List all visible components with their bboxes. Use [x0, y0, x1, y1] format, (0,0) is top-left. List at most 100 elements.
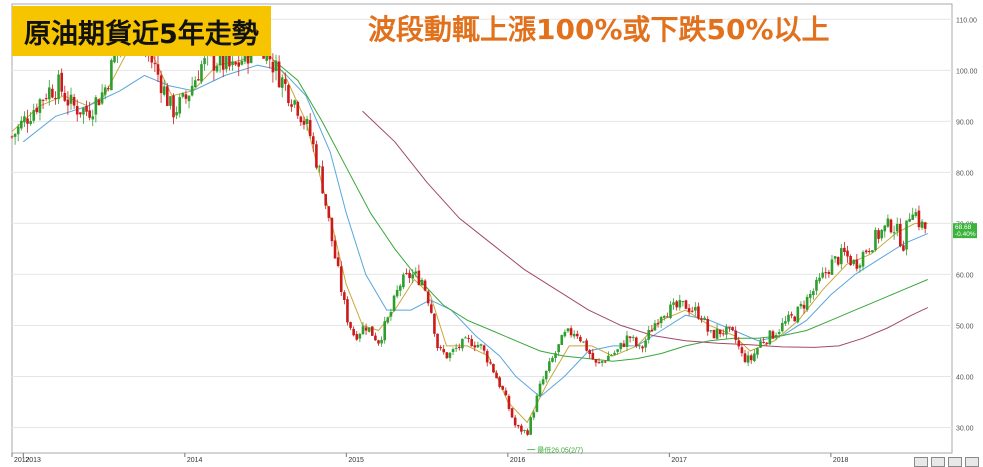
candle-body — [507, 396, 511, 409]
candle-body — [768, 330, 772, 345]
candle-body — [709, 330, 713, 332]
candle-body — [386, 317, 390, 323]
candle-body — [579, 336, 582, 342]
candle-body — [336, 257, 340, 266]
candle-body — [113, 54, 116, 63]
candle-body — [765, 342, 769, 344]
x-tick-label: 2016 — [510, 457, 526, 464]
candle-body — [762, 341, 765, 343]
candle-body — [833, 256, 837, 259]
candle-body — [433, 313, 436, 334]
candle-body — [641, 346, 644, 349]
candle-body — [858, 265, 862, 268]
candle-body — [784, 321, 787, 324]
candle-body — [548, 361, 551, 372]
candle-body — [725, 326, 728, 335]
candle-body — [734, 330, 737, 340]
y-tick-label: 30.00 — [956, 425, 974, 432]
candle-body — [193, 80, 197, 88]
candle-body — [23, 116, 26, 123]
candle-body — [448, 352, 452, 358]
candle-body — [672, 302, 675, 305]
candle-body — [706, 318, 710, 332]
candle-body — [749, 355, 753, 361]
candle-body — [405, 273, 408, 275]
candle-body — [97, 99, 101, 106]
candle-body — [796, 306, 800, 323]
candle-body — [756, 348, 759, 355]
candle-body — [495, 372, 498, 379]
candle-body — [588, 350, 592, 354]
candle-body — [824, 272, 828, 274]
candle-body — [808, 293, 812, 298]
candle-body — [647, 329, 651, 340]
candle-body — [774, 335, 778, 338]
candle-body — [504, 390, 508, 396]
candle-body — [333, 240, 337, 259]
candle-body — [895, 223, 899, 232]
x-tick-label: 2018 — [833, 457, 849, 464]
x-tick-label: 2014 — [187, 457, 203, 464]
candle-body — [20, 120, 23, 129]
candle-body — [57, 74, 60, 100]
candle-body — [846, 250, 849, 257]
candle-body — [690, 310, 694, 312]
candle-body — [63, 92, 67, 101]
candle-body — [659, 317, 663, 324]
candle-body — [653, 323, 657, 331]
candle-body — [457, 347, 461, 349]
candle-body — [156, 64, 160, 75]
candle-body — [917, 210, 921, 228]
candle-body — [482, 345, 486, 351]
candle-body — [864, 250, 868, 253]
candle-body — [426, 291, 430, 304]
candle-body — [26, 118, 29, 124]
candle-body — [799, 304, 803, 307]
candle-body — [172, 95, 175, 118]
candle-body — [10, 136, 14, 138]
candle-body — [697, 306, 700, 319]
y-tick-label: 90.00 — [956, 119, 974, 126]
candle-body — [827, 271, 831, 274]
candle-body — [287, 85, 290, 104]
candle-body — [370, 326, 374, 336]
y-tick-label: 110.00 — [956, 17, 977, 24]
candle-body — [746, 355, 750, 363]
candle-body — [492, 363, 495, 373]
candle-body — [607, 355, 610, 361]
candle-body — [920, 221, 924, 228]
candle-body — [877, 230, 880, 239]
scroll-button[interactable] — [965, 457, 979, 467]
candle-body — [358, 333, 362, 339]
candle-body — [72, 96, 76, 106]
annotations: 最低26.05(2/7) 68.68-0.40% — [527, 223, 977, 455]
candle-body — [212, 53, 216, 71]
zoom-reset-button[interactable] — [931, 457, 945, 467]
candle-body — [41, 99, 45, 101]
candle-body — [812, 291, 815, 296]
candle-body — [821, 272, 824, 278]
candle-body — [159, 75, 163, 94]
zoom-out-button[interactable] — [914, 457, 928, 467]
title-box: 原油期貨近5年走勢 — [12, 6, 271, 56]
candle-body — [364, 327, 368, 331]
candle-body — [175, 112, 178, 116]
x-tick-label: 2013 — [25, 457, 41, 464]
candle-body — [805, 296, 809, 310]
candle-body — [389, 312, 393, 317]
candle-body — [613, 352, 616, 355]
zoom-in-button[interactable] — [948, 457, 962, 467]
candle-body — [88, 110, 91, 118]
candle-body — [420, 279, 424, 286]
candle-body — [240, 60, 244, 65]
candle-body — [566, 328, 570, 332]
candle-body — [82, 107, 85, 115]
candle-body — [16, 126, 20, 135]
candle-body — [343, 292, 346, 300]
candle-body — [656, 323, 660, 325]
candle-body — [787, 314, 790, 322]
candle-body — [871, 250, 874, 253]
candle-body — [510, 408, 514, 418]
candle-body — [411, 274, 414, 279]
candle-body — [740, 347, 744, 354]
